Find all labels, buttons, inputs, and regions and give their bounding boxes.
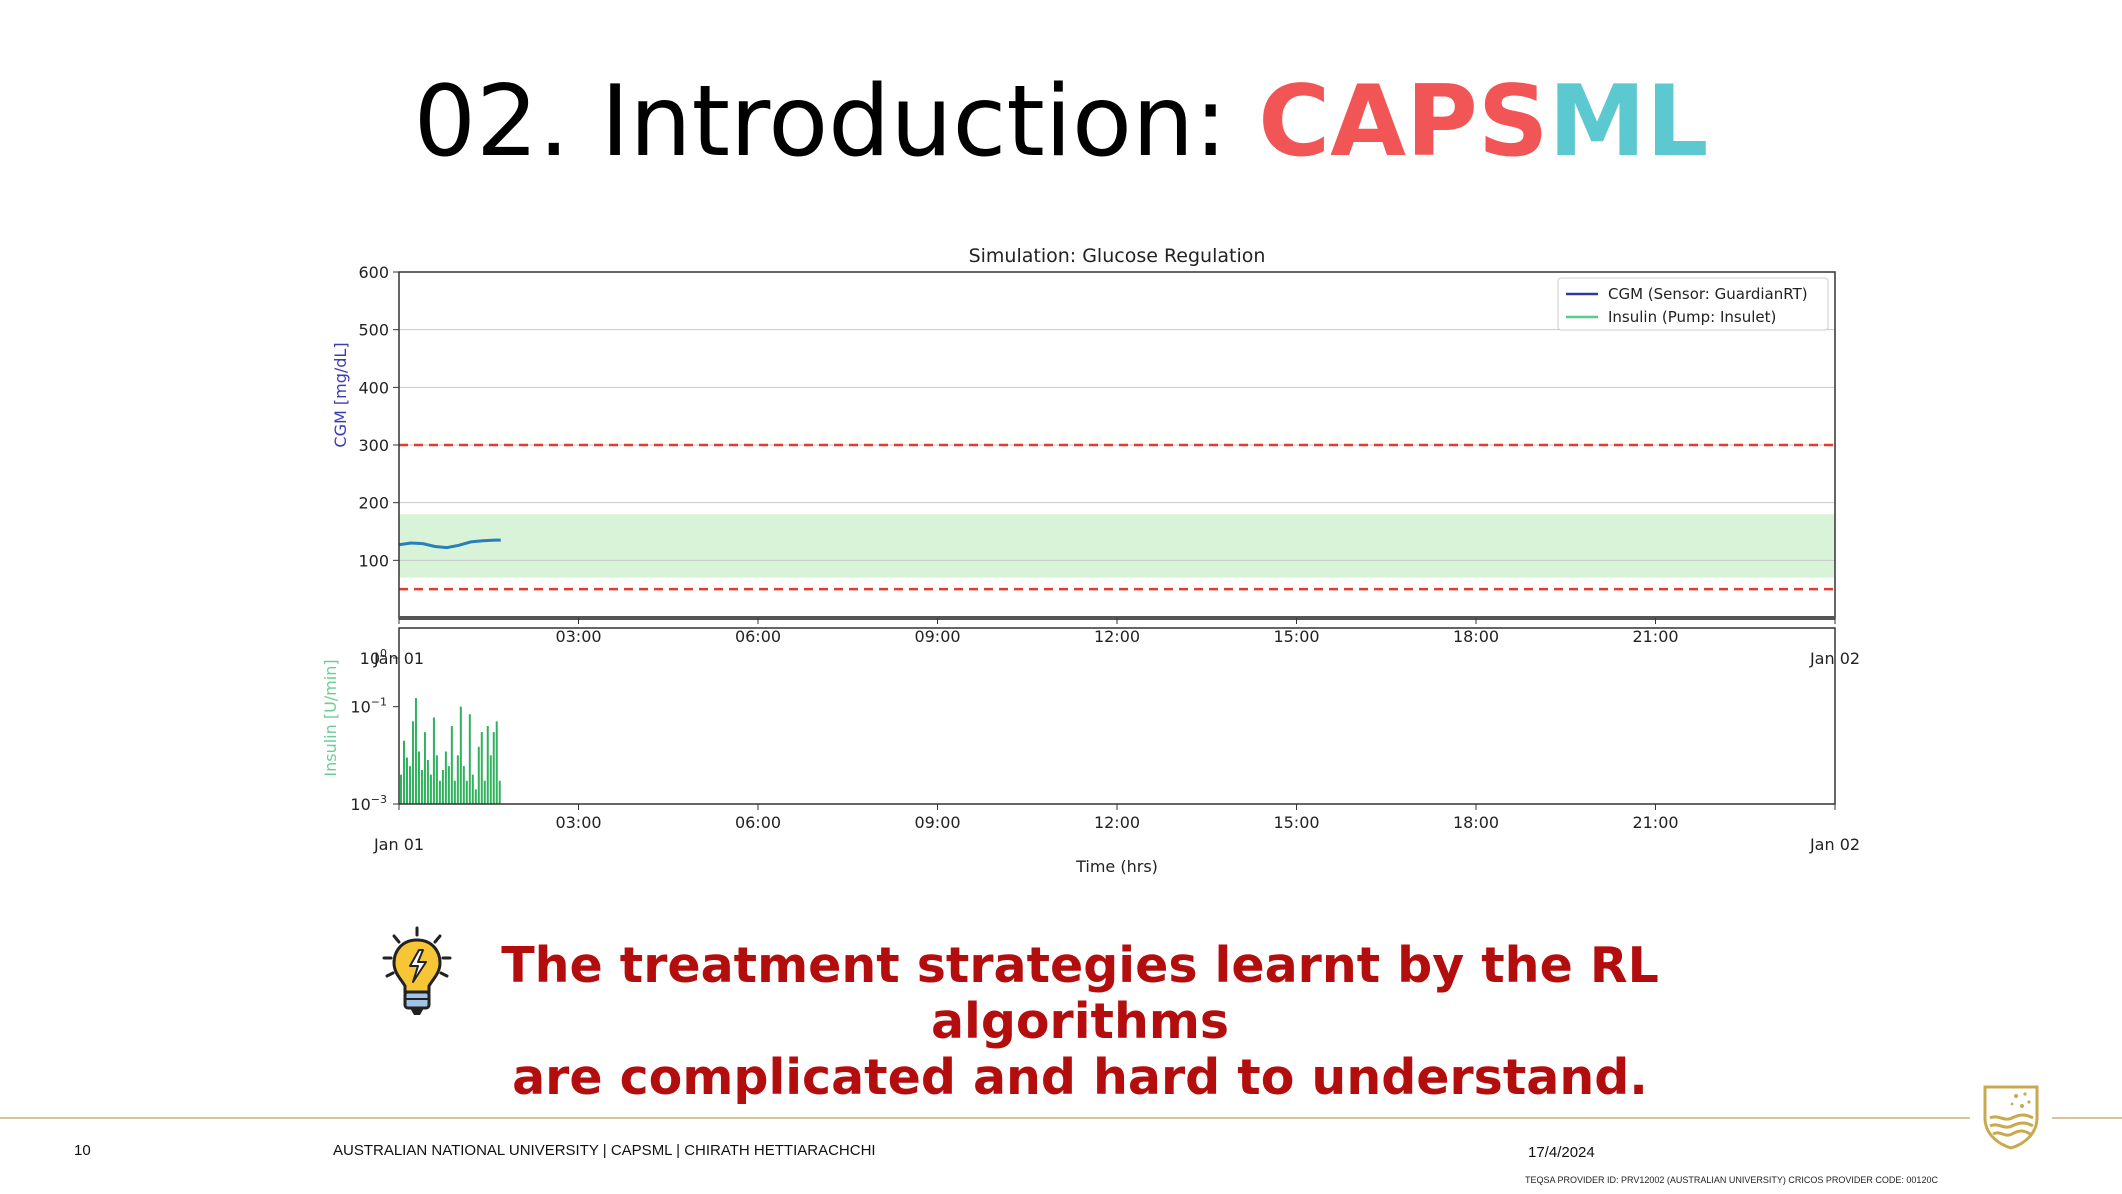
x-tick-label: 18:00 — [1453, 813, 1499, 832]
y-tick-label: 10−3 — [350, 793, 387, 814]
x-tick-label: 15:00 — [1273, 813, 1319, 832]
y-tick-label: 100 — [360, 647, 387, 668]
insulin-bar — [465, 780, 468, 804]
x-tick-label: 09:00 — [914, 627, 960, 646]
y-tick-label: 100 — [358, 551, 389, 570]
insulin-bar — [400, 774, 402, 804]
x-tick-label: 12:00 — [1094, 627, 1140, 646]
insulin-bar — [453, 780, 456, 804]
university-crest-icon — [1983, 1085, 2039, 1150]
legend-label-insulin: Insulin (Pump: Insulet) — [1608, 308, 1776, 326]
y-axis-label-cgm: CGM [mg/dL] — [331, 342, 350, 447]
legend-box — [1557, 277, 1829, 331]
insulin-bar — [429, 774, 432, 804]
insulin-bar — [432, 717, 435, 804]
insulin-bar — [414, 698, 417, 804]
x-tick-label: 15:00 — [1273, 627, 1319, 646]
cgm-series-line — [398, 538, 501, 550]
insulin-bar — [450, 726, 453, 804]
insulin-bar — [474, 789, 477, 804]
insulin-bar — [456, 755, 459, 804]
y-tick-label: 200 — [358, 494, 389, 513]
y-tick-label: 600 — [358, 263, 389, 282]
x-date-label: Jan 02 — [1809, 835, 1860, 854]
footer-rule-right — [2052, 1117, 2122, 1119]
insulin-bar — [492, 732, 495, 804]
lightbulb-icon — [382, 926, 452, 1015]
y-tick-label: 400 — [358, 378, 389, 397]
insulin-bar — [477, 746, 480, 804]
insulin-bar — [480, 732, 483, 804]
y-tick-label: 10−1 — [350, 696, 387, 717]
insulin-bar — [405, 757, 408, 804]
legend-label-cgm: CGM (Sensor: GuardianRT) — [1608, 285, 1808, 303]
insulin-bar — [438, 780, 441, 804]
page-number: 10 — [74, 1142, 91, 1159]
insulin-bar — [417, 751, 420, 804]
footer-provider: TEQSA PROVIDER ID: PRV12002 (AUSTRALIAN … — [1525, 1175, 1938, 1185]
glucose-regulation-chart: Simulation: Glucose Regulation 100 200 300 4… — [321, 245, 1860, 876]
insulin-bar — [486, 726, 489, 804]
insulin-bar — [435, 755, 438, 804]
insulin-bar — [447, 766, 450, 804]
insulin-bar — [468, 714, 471, 804]
insulin-bar — [423, 732, 426, 804]
x-tick-label: 06:00 — [735, 627, 781, 646]
y-tick-label: 500 — [358, 321, 389, 340]
title-prefix: 02. Introduction: — [413, 65, 1259, 179]
callout-line-2: are complicated and hard to understand. — [512, 1049, 1648, 1106]
chart-title: Simulation: Glucose Regulation — [969, 245, 1266, 267]
x-tick-label: 03:00 — [555, 813, 601, 832]
insulin-bar — [459, 706, 462, 804]
slide-title: 02. Introduction: CAPSML — [0, 62, 2122, 182]
insulin-bar — [441, 769, 444, 804]
insulin-bar — [498, 780, 501, 804]
x-tick-label: 21:00 — [1632, 813, 1678, 832]
insulin-bar — [408, 766, 411, 804]
title-caps: CAPS — [1258, 65, 1549, 179]
x-date-label: Jan 01 — [373, 835, 424, 854]
footer-date: 17/4/2024 — [1528, 1144, 1595, 1161]
insulin-bar — [471, 774, 474, 804]
insulin-bar — [489, 755, 492, 804]
title-ml: ML — [1548, 65, 1709, 179]
x-axis-label: Time (hrs) — [1075, 857, 1158, 876]
y-axis-label-insulin: Insulin [U/min] — [321, 659, 340, 776]
x-tick-label: 18:00 — [1453, 627, 1499, 646]
x-tick-label: 06:00 — [735, 813, 781, 832]
insulin-bar — [411, 721, 414, 804]
insulin-bar — [420, 769, 423, 804]
insulin-bar — [444, 751, 447, 804]
callout-text: The treatment strategies learnt by the R… — [380, 938, 1780, 1106]
insulin-bar — [426, 760, 429, 804]
insulin-bar — [483, 780, 486, 804]
footer-rule-left — [0, 1117, 1970, 1119]
insulin-bar — [462, 766, 465, 804]
x-tick-label: 12:00 — [1094, 813, 1140, 832]
lower-plot-frame — [398, 627, 1836, 805]
insulin-bar — [402, 740, 405, 804]
insulin-bar — [495, 721, 498, 804]
x-tick-label: 03:00 — [555, 627, 601, 646]
callout-line-1: The treatment strategies learnt by the R… — [501, 937, 1659, 1050]
x-tick-label: 21:00 — [1632, 627, 1678, 646]
target-range-band — [399, 514, 1835, 578]
x-tick-label: 09:00 — [914, 813, 960, 832]
y-tick-label: 300 — [358, 436, 389, 455]
footer-org-text: AUSTRALIAN NATIONAL UNIVERSITY | CAPSML … — [333, 1142, 876, 1159]
